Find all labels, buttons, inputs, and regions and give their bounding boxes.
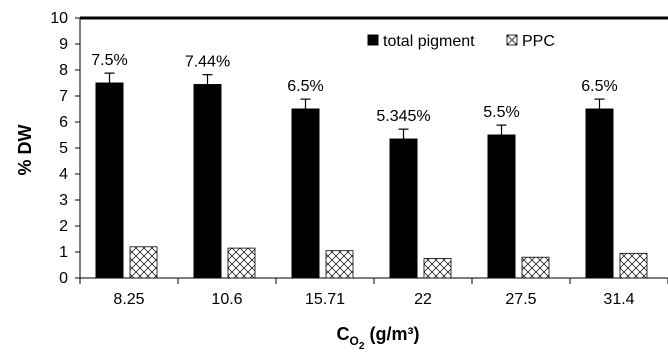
bar-ppc [423,258,452,279]
x-tick-label: 22 [414,291,432,308]
y-tick-label: 5 [59,140,68,157]
x-tick-label: 31.4 [603,291,634,308]
bar-ppc [129,246,158,279]
x-axis: 8.25 10.6 15.71 22 27.5 31.4 [79,277,668,308]
y-axis-title: % DW [15,124,35,175]
x-tick-label: 27.5 [505,291,536,308]
legend-label-ppc: PPC [522,33,555,50]
bar-ppc [619,252,648,279]
y-tick-label: 10 [50,10,68,27]
y-tick-label: 7 [59,88,68,105]
bar-total-pigment [585,108,614,279]
legend: total pigment PPC [367,33,555,50]
bar-ppc [521,256,550,279]
data-label: 5.345% [376,108,430,125]
bars [95,72,648,279]
bar-total-pigment [487,134,516,279]
data-label: 7.44% [185,54,230,71]
data-label: 6.5% [581,78,617,95]
y-tick-label: 1 [59,244,68,261]
x-tick-label: 15.71 [305,291,345,308]
y-axis: 0 1 2 3 4 5 6 7 8 9 10 [50,10,668,287]
axis-titles: % DW CO2 (g/m³) [15,124,419,352]
y-tick-label: 0 [59,270,68,287]
x-axis-title: CO2 (g/m³) [337,324,420,352]
bar-total-pigment [193,84,222,279]
y-tick-label: 3 [59,192,68,209]
y-tick-label: 6 [59,114,68,131]
x-tick-label: 8.25 [113,291,144,308]
legend-label-total-pigment: total pigment [383,33,475,50]
y-tick-label: 9 [59,36,68,53]
bar-ppc [227,247,256,279]
data-label: 5.5% [483,104,519,121]
y-tick-label: 4 [59,166,68,183]
bar-ppc [325,250,354,279]
x-tick-label: 10.6 [211,291,242,308]
data-label: 6.5% [287,78,323,95]
bar-total-pigment [95,82,124,279]
data-labels: 7.5% 7.44% 6.5% 5.345% 5.5% 6.5% [91,52,617,125]
y-tick-label: 8 [59,62,68,79]
legend-swatch-total-pigment [367,34,379,46]
bar-total-pigment [389,138,418,279]
legend-swatch-ppc [506,34,518,46]
data-label: 7.5% [91,52,127,69]
bar-total-pigment [291,108,320,279]
y-tick-label: 2 [59,218,68,235]
